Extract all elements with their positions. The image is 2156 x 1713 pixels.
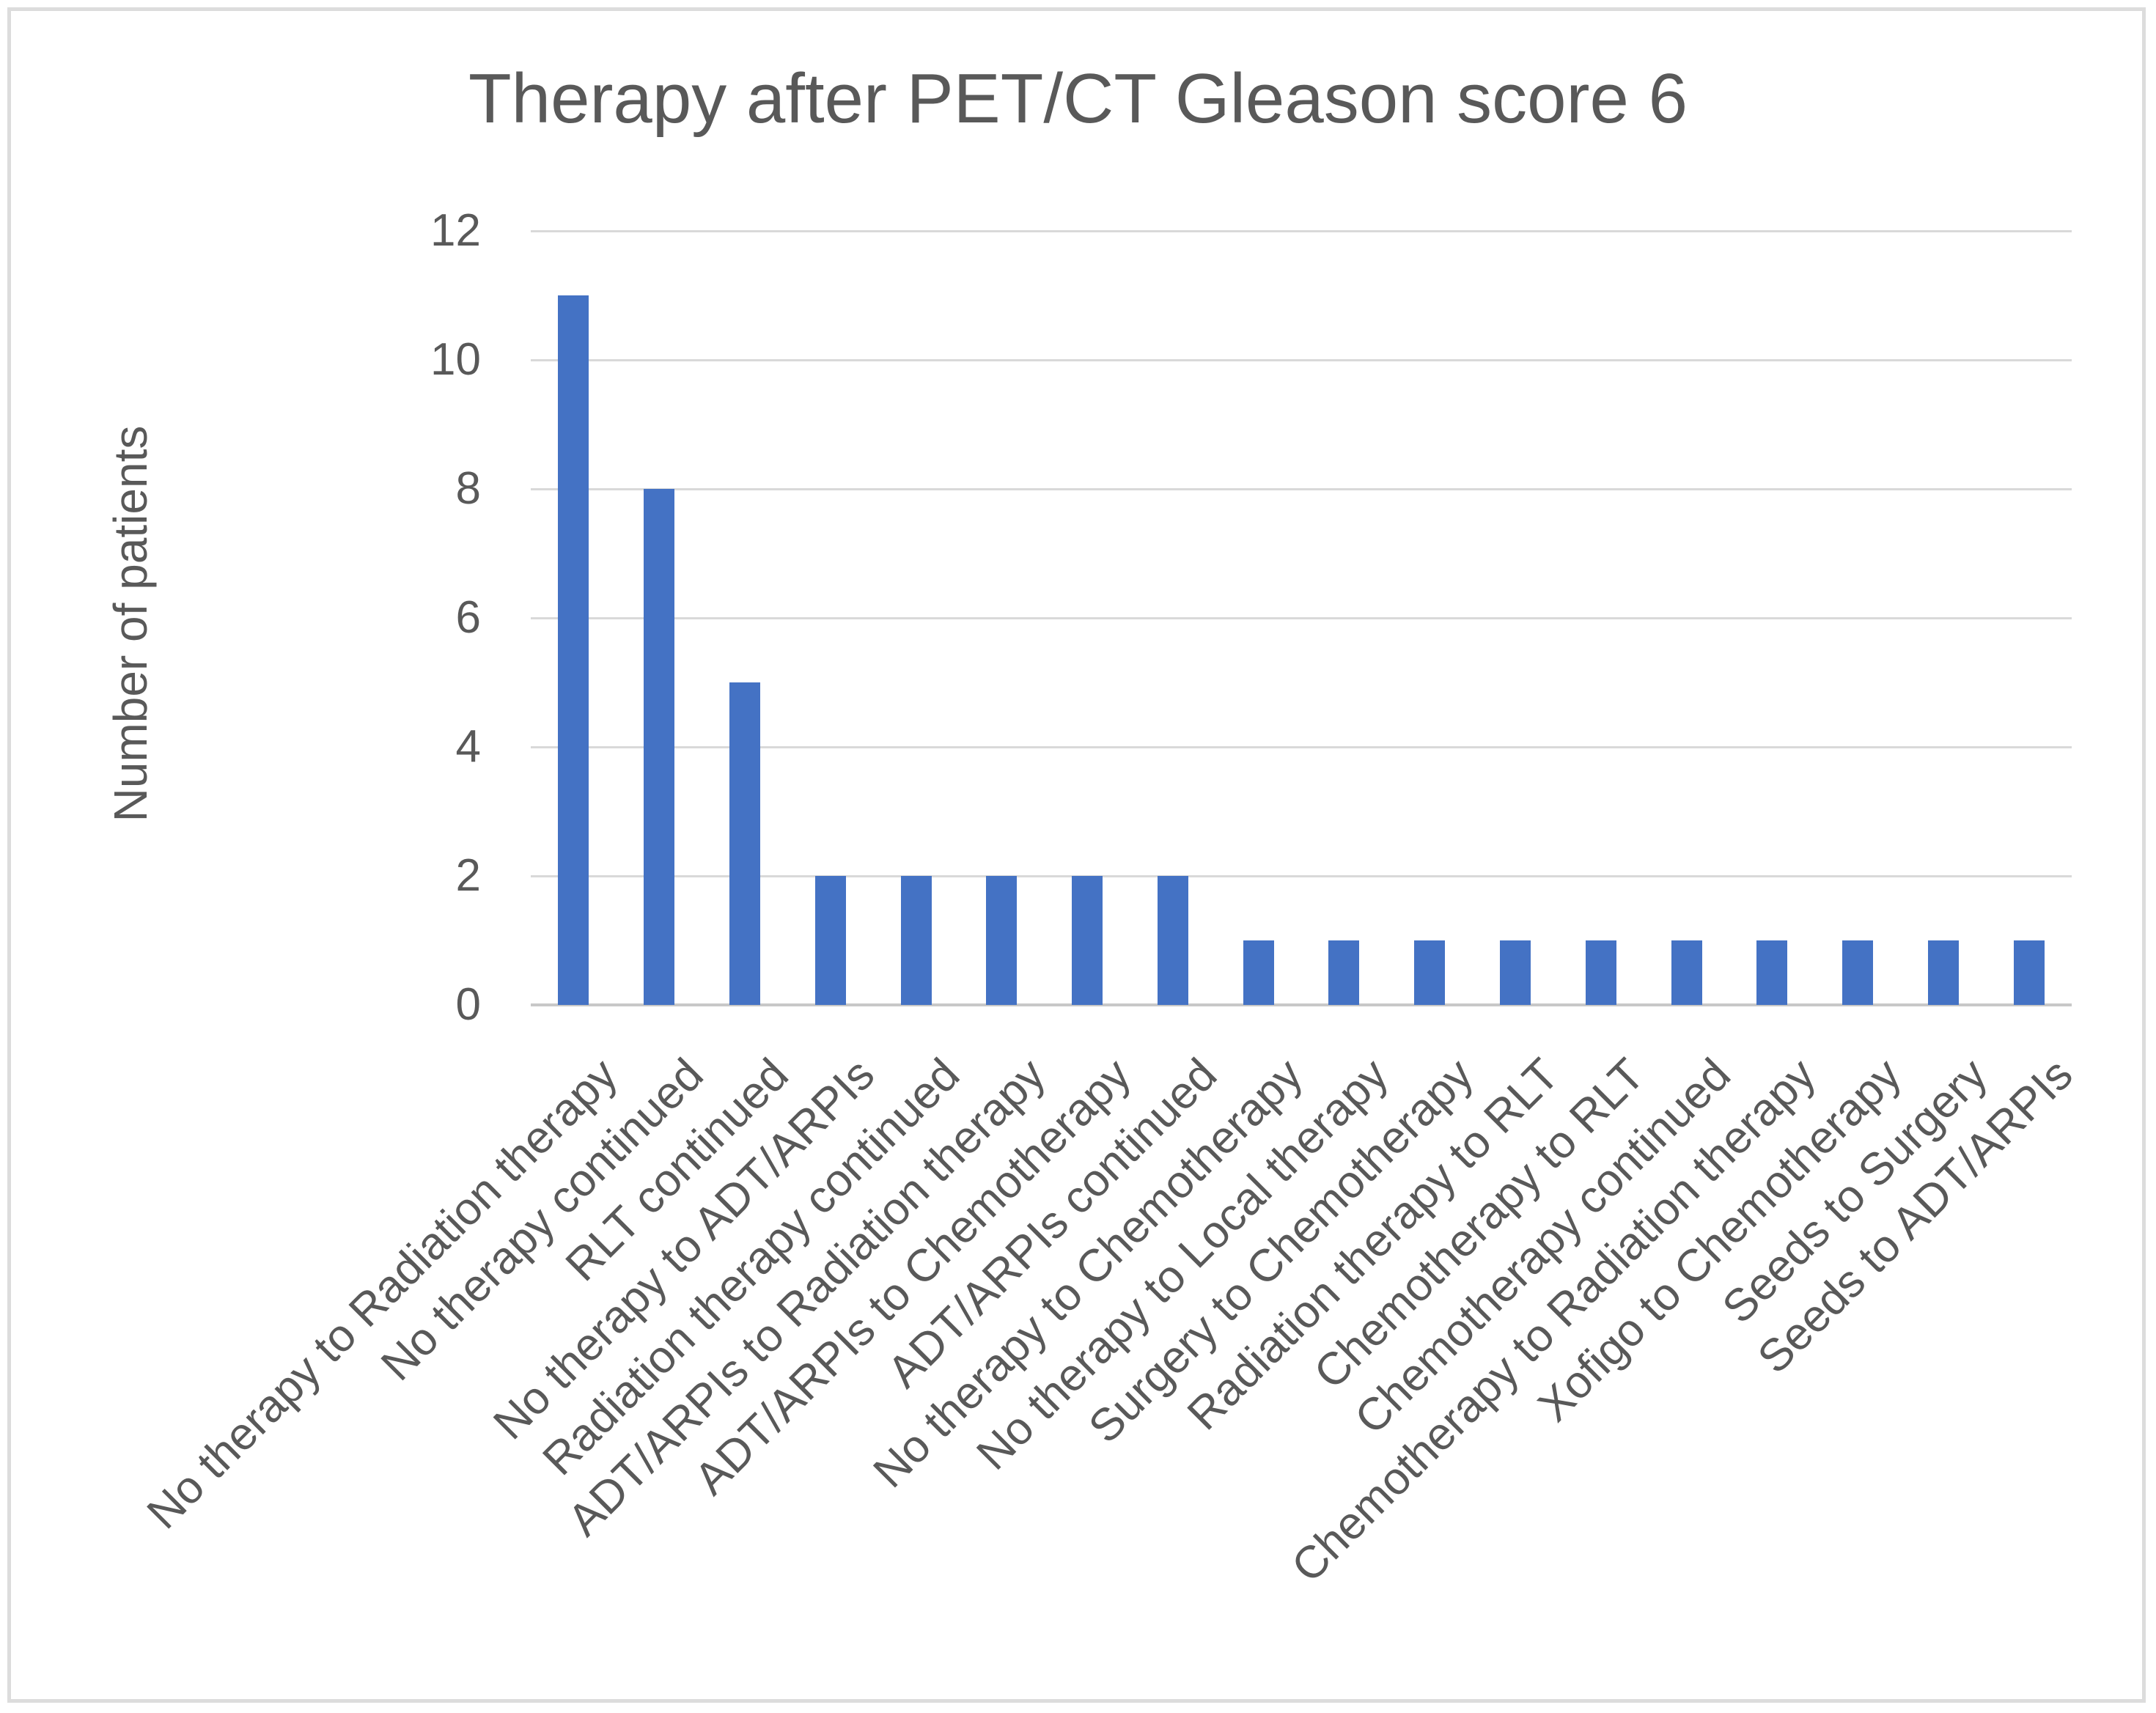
gridline (531, 488, 2072, 490)
gridline (531, 746, 2072, 748)
bar (900, 876, 932, 1005)
bar (644, 489, 675, 1005)
bar (1243, 940, 1274, 1005)
bar (558, 295, 589, 1005)
y-tick-label: 12 (430, 205, 481, 256)
bar (1585, 940, 1616, 1005)
y-tick-label: 6 (455, 592, 481, 643)
chart-border (7, 7, 2146, 1703)
y-tick-label: 2 (455, 850, 481, 901)
gridline (531, 875, 2072, 877)
bar (1499, 940, 1531, 1005)
bar (1072, 876, 1103, 1005)
y-tick-label: 8 (455, 463, 481, 514)
gridline (531, 359, 2072, 361)
bar (986, 876, 1018, 1005)
gridline (531, 230, 2072, 232)
bar (1414, 940, 1446, 1005)
y-tick-label: 10 (430, 334, 481, 385)
x-axis-line (531, 1003, 2072, 1006)
bar (1842, 940, 1874, 1005)
bar (1328, 940, 1360, 1005)
bar (1157, 876, 1188, 1005)
bar (1756, 940, 1788, 1005)
bar (814, 876, 846, 1005)
gridline (531, 617, 2072, 619)
bar (1671, 940, 1702, 1005)
y-tick-label: 4 (455, 721, 481, 772)
chart-title: Therapy after PET/CT Gleason score 6 (468, 59, 1688, 138)
y-axis-title: Number of patients (104, 425, 157, 822)
bar (729, 682, 760, 1005)
y-tick-label: 0 (455, 979, 481, 1030)
bar (2013, 940, 2045, 1005)
bar (1927, 940, 1959, 1005)
